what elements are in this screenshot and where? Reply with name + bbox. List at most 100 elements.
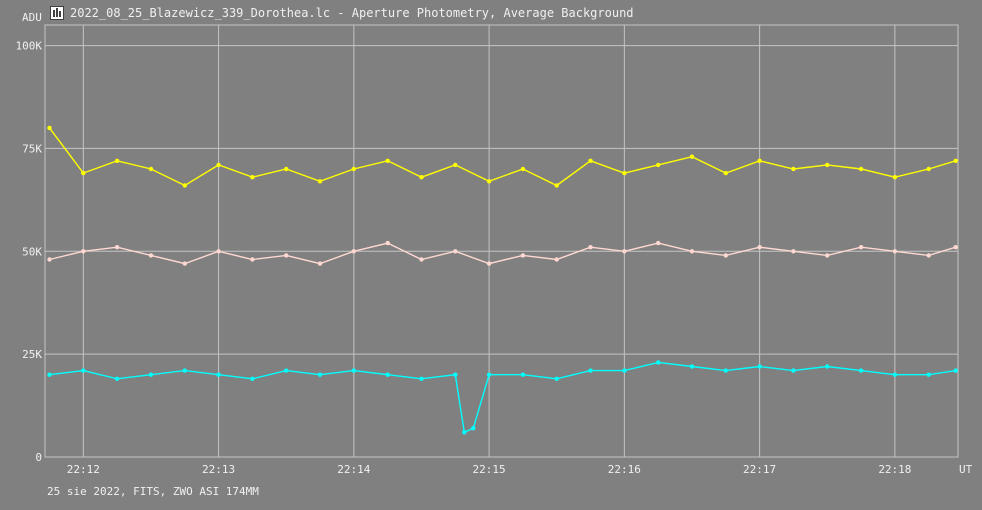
- series-1-point: [114, 245, 120, 250]
- series-1-point: [588, 245, 593, 250]
- series-layer: [47, 125, 958, 435]
- series-0-point: [953, 158, 958, 163]
- series-2-point: [689, 364, 695, 369]
- series-2-point: [419, 376, 424, 381]
- series-1-point: [148, 253, 154, 258]
- series-2-point: [953, 368, 958, 373]
- series-1-point: [453, 249, 458, 254]
- series-0-point: [791, 166, 796, 172]
- series-1-point: [757, 245, 762, 250]
- series-1-point: [419, 257, 424, 262]
- series-2-point: [284, 368, 289, 373]
- series-2-point: [471, 426, 476, 431]
- series-1-point: [284, 253, 289, 258]
- series-1-point: [858, 245, 864, 250]
- series-1-point: [656, 240, 661, 246]
- series-2-point: [486, 372, 492, 377]
- series-1-point: [892, 249, 898, 254]
- series-2-point: [858, 368, 864, 373]
- series-2-point: [351, 368, 356, 373]
- series-1-point: [182, 261, 187, 266]
- window-title-bar: 2022_08_25_Blazewicz_339_Dorothea.lc - A…: [50, 4, 634, 22]
- series-0-point: [825, 162, 830, 168]
- series-1-point: [351, 249, 356, 254]
- y-axis-label: ADU: [22, 11, 42, 24]
- series-0-point: [453, 162, 458, 168]
- x-tick-label: 22:16: [608, 463, 641, 476]
- x-tick-label: 22:12: [67, 463, 100, 476]
- series-0-point: [216, 162, 221, 168]
- x-tick-label: 22:18: [878, 463, 911, 476]
- series-1-point: [953, 245, 958, 250]
- y-tick-label: 50K: [22, 245, 42, 258]
- series-0-point: [723, 170, 728, 176]
- series-0-point: [892, 175, 898, 180]
- series-0-point: [656, 162, 661, 168]
- series-0-point: [622, 170, 627, 176]
- series-0-point: [148, 166, 154, 172]
- series-1-point: [47, 257, 52, 262]
- series-1-point: [317, 261, 323, 266]
- series-1-point: [689, 249, 695, 254]
- series-2-point: [148, 372, 154, 377]
- series-1-point: [520, 253, 526, 258]
- series-0-point: [520, 166, 526, 172]
- series-line-0: [48, 127, 956, 187]
- x-tick-label: 22:14: [337, 463, 370, 476]
- series-2-point: [757, 364, 762, 369]
- y-tick-label: 100K: [16, 40, 43, 53]
- series-1-point: [723, 253, 728, 258]
- series-0-point: [554, 183, 559, 188]
- series-2-point: [385, 372, 390, 377]
- series-0-point: [182, 183, 187, 188]
- series-1-point: [216, 249, 221, 254]
- series-0-point: [385, 158, 390, 163]
- footer-info: 25 sie 2022, FITS, ZWO ASI 174MM: [47, 485, 259, 498]
- series-2-point: [520, 372, 526, 377]
- series-1-point: [486, 261, 492, 266]
- series-1-point: [926, 253, 931, 258]
- series-0-point: [588, 158, 593, 163]
- series-2-point: [317, 372, 323, 377]
- series-1-point: [250, 257, 255, 262]
- series-1-point: [825, 253, 830, 258]
- series-2-point: [114, 376, 120, 381]
- series-0-point: [317, 179, 323, 184]
- series-0-point: [351, 166, 356, 172]
- series-2-point: [723, 368, 728, 373]
- series-2-point: [892, 372, 898, 377]
- series-2-point: [81, 368, 86, 373]
- grid: [45, 25, 958, 458]
- series-2-point: [47, 372, 52, 377]
- series-0-point: [419, 175, 424, 180]
- x-tick-label: 22:15: [473, 463, 506, 476]
- x-tick-label: 22:13: [202, 463, 235, 476]
- series-2-point: [554, 376, 559, 381]
- series-0-point: [486, 179, 492, 184]
- y-tick-label: 0: [35, 451, 42, 464]
- series-0-point: [81, 170, 86, 176]
- series-1-point: [791, 249, 796, 254]
- y-tick-label: 75K: [22, 142, 42, 155]
- series-2-point: [622, 368, 627, 373]
- series-2-point: [926, 372, 931, 377]
- series-2-point: [462, 430, 467, 435]
- series-2-point: [453, 372, 458, 377]
- series-1-point: [385, 240, 390, 246]
- series-0-point: [858, 166, 864, 172]
- series-0-point: [114, 158, 120, 163]
- series-1-point: [81, 249, 86, 254]
- series-line-1: [49, 242, 956, 265]
- tick-labels: 0 25K 50K 75K 100K 22:12 22:13 22:14 22:15 22:16 2…: [16, 40, 912, 476]
- series-2-point: [216, 372, 221, 377]
- series-0-point: [926, 166, 931, 172]
- x-axis-label: UT: [959, 463, 973, 476]
- lightcurve-app-icon: [50, 6, 64, 20]
- series-2-point: [656, 360, 661, 365]
- series-2-point: [250, 376, 255, 381]
- window-title: 2022_08_25_Blazewicz_339_Dorothea.lc - A…: [70, 6, 634, 20]
- series-2-point: [182, 368, 187, 373]
- series-2-point: [588, 368, 593, 373]
- plot-frame: [44, 24, 959, 458]
